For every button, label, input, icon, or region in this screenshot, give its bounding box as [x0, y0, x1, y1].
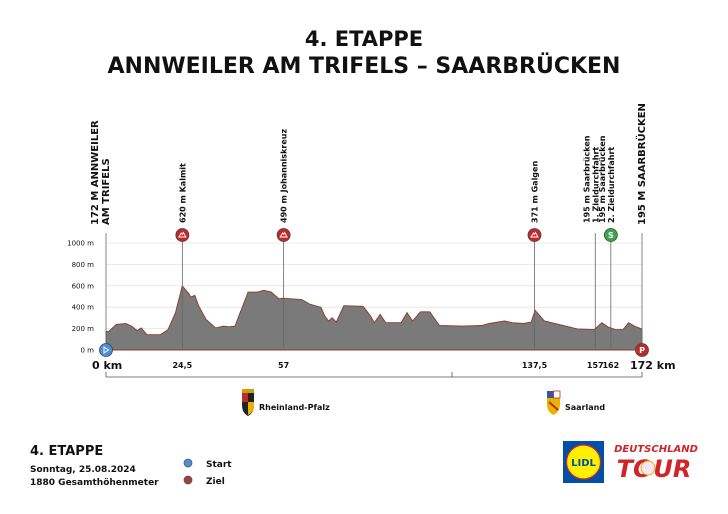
profile-point: 490 m Johanniskreuz: [276, 129, 291, 350]
finish-glyph: P: [639, 346, 645, 355]
footer-elevation: 1880 Gesamthöhenmeter: [30, 478, 159, 488]
lidl-logo: LIDL: [563, 441, 604, 483]
region-bracket: [105, 372, 643, 378]
point-label: 195 m Saarbrücken: [582, 135, 591, 223]
profile-point: 195 M SAARBRÜCKEN P: [634, 103, 649, 357]
saarland-crest-icon: [547, 390, 561, 415]
footer-info: 4. ETAPPE Sonntag, 25.08.2024 1880 Gesam…: [30, 444, 232, 488]
point-label: 195 M SAARBRÜCKEN: [634, 103, 648, 225]
svg-text:LIDL: LIDL: [571, 458, 596, 469]
footer-stage: 4. ETAPPE: [30, 444, 103, 459]
y-tick-label: 600 m: [72, 282, 95, 290]
mountain-icon: [175, 228, 190, 242]
region-rheinland-pfalz: Rheinland-Pfalz: [242, 389, 330, 416]
start-legend-icon: [183, 458, 193, 468]
point-label: 490 m Johanniskreuz: [280, 129, 289, 223]
point-label: 2. Zieldurchfahrt: [607, 147, 616, 223]
point-label: 371 m Galgen: [530, 161, 539, 223]
y-tick-label: 200 m: [72, 325, 95, 333]
y-tick-label: 1000 m: [67, 240, 94, 248]
profile-point: 371 m Galgen: [527, 161, 542, 350]
point-label: 1. Zieldurchfahrt: [591, 147, 600, 223]
profile-point: 195 m Saarbrücken 2. Zieldurchfahrt S: [598, 135, 618, 350]
finish-icon: P: [635, 343, 649, 357]
point-label: 620 m Kalmit: [178, 163, 187, 223]
y-tick-label: 0 m: [81, 347, 95, 355]
mountain-glyph: [279, 231, 288, 238]
finish-legend-icon: [183, 475, 193, 485]
stage-title: 4. ETAPPE: [305, 27, 423, 51]
x-tick-label: 157: [587, 361, 604, 370]
region-label: Rheinland-Pfalz: [259, 403, 330, 412]
x-tick-label: 57: [278, 361, 289, 370]
y-tick-label: 400 m: [72, 304, 95, 312]
sprint-icon-circle: [603, 228, 618, 242]
mountain-glyph: [530, 231, 539, 238]
mountain-icon: [527, 228, 542, 242]
start-icon-circle: [99, 343, 113, 357]
profile-points: 172 M ANNWEILER AM TRIFELS 620 m Kalmit 490…: [90, 103, 649, 357]
region-saarland: Saarland: [547, 390, 605, 415]
x-tick-label: 162: [602, 361, 619, 370]
mountain-icon: [276, 228, 291, 242]
route-title: ANNWEILER AM TRIFELS – SAARBRÜCKEN: [108, 53, 621, 79]
rheinland-pfalz-crest-icon: [242, 389, 254, 416]
footer-date: Sonntag, 25.08.2024: [30, 465, 136, 475]
point-label: 195 m Saarbrücken: [598, 135, 607, 223]
start-icon: [99, 343, 113, 357]
legend-start: Start: [206, 460, 232, 470]
point-label: 172 M ANNWEILER: [90, 120, 101, 225]
y-tick-label: 800 m: [72, 261, 95, 269]
deutschland-tour-logo: DEUTSCHLAND TOUR: [614, 444, 698, 483]
legend-finish: Ziel: [206, 477, 225, 487]
point-label: AM TRIFELS: [101, 158, 112, 225]
region-label: Saarland: [565, 403, 605, 412]
play-glyph: [103, 346, 110, 354]
svg-text:DEUTSCHLAND: DEUTSCHLAND: [614, 444, 698, 455]
x-tick-label: 0 km: [92, 359, 122, 372]
elevation-profile-area: [105, 284, 643, 351]
y-axis: 0 m 200 m 400 m 600 m 800 m 1000 m: [67, 240, 94, 355]
x-tick-label: 137,5: [522, 361, 548, 370]
sprint-glyph: S: [608, 231, 614, 240]
finish-icon-circle: [635, 343, 649, 357]
profile-point: 620 m Kalmit: [175, 163, 190, 350]
x-tick-label: 24,5: [172, 361, 192, 370]
profile-point: 172 M ANNWEILER AM TRIFELS: [90, 120, 113, 357]
x-tick-label: 172 km: [630, 359, 676, 372]
sprint-icon: S: [603, 228, 618, 242]
mountain-glyph: [178, 231, 187, 238]
profile-point: 195 m Saarbrücken 1. Zieldurchfahrt: [582, 135, 600, 350]
